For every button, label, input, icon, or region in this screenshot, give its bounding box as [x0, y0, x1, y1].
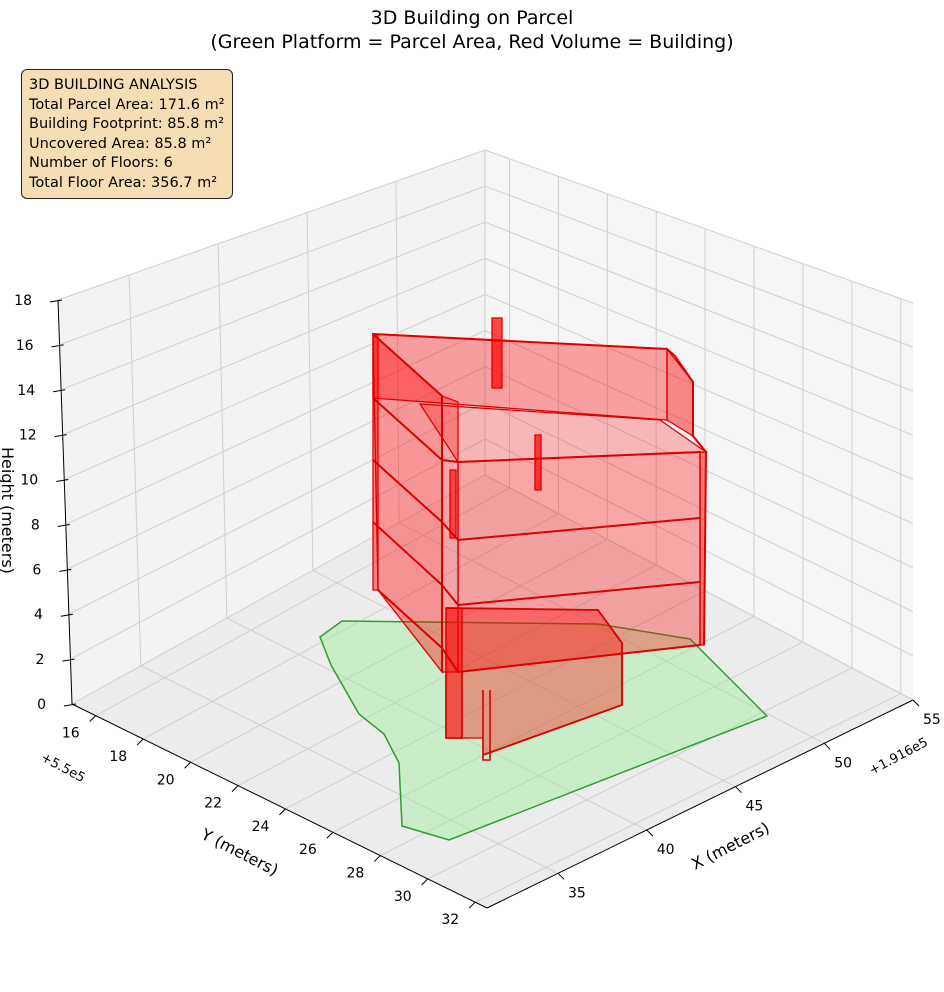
- z-tick: [54, 434, 67, 438]
- y-tick-label: 20: [157, 772, 175, 788]
- parcel-polygon: [319, 620, 769, 841]
- y-tick: [468, 901, 476, 909]
- y-tick: [279, 808, 286, 816]
- building-volume: [372, 317, 708, 761]
- z-tick: [57, 523, 70, 527]
- x-tick: [823, 742, 831, 750]
- z-axis-title: Height (meters): [0, 447, 17, 574]
- y-tick: [373, 855, 381, 862]
- x-tick: [735, 786, 742, 794]
- spire-2: [534, 434, 542, 491]
- y-tick-label: 16: [62, 726, 80, 742]
- z-tick-label: 6: [32, 562, 41, 578]
- y-tick: [421, 878, 429, 886]
- floor-contour: [372, 459, 701, 542]
- z-tick: [49, 299, 63, 303]
- parcel-platform: [319, 620, 769, 841]
- z-tick: [62, 658, 75, 662]
- y-tick-label: 18: [109, 749, 127, 765]
- z-tick: [59, 568, 72, 572]
- info-line-parcel-area: Total Parcel Area: 171.6 m²: [29, 96, 225, 113]
- y-tick: [326, 831, 334, 839]
- floor-contour: [377, 589, 701, 674]
- y-tick-label: 26: [299, 842, 317, 858]
- y-tick-label: 24: [252, 819, 270, 835]
- stub-column: [482, 690, 491, 761]
- lower-left-outline: [445, 672, 463, 739]
- floor-contour: [372, 397, 701, 464]
- z-axis-line: [57, 299, 73, 705]
- z-tick-label: 12: [19, 428, 37, 444]
- x-tick: [912, 699, 920, 707]
- info-heading: 3D BUILDING ANALYSIS: [29, 77, 198, 93]
- z-tick-label: 10: [20, 473, 38, 489]
- right-wall-pane: [485, 150, 913, 700]
- z-tick-label: 14: [17, 383, 35, 399]
- x-gridline: [217, 243, 648, 831]
- chart-title-line1: 3D Building on Parcel: [370, 7, 574, 29]
- spire-1: [491, 317, 503, 389]
- x-gridline: [128, 274, 559, 874]
- z-tick: [51, 344, 64, 348]
- lower-block-outline: [445, 607, 623, 756]
- y-tick: [136, 738, 144, 746]
- x-tick-label: 50: [834, 755, 852, 771]
- info-line-building-footprint: Building Footprint: 85.8 m²: [29, 116, 225, 132]
- z-tick-label: 16: [16, 338, 34, 354]
- y-tick-label: 30: [394, 889, 412, 905]
- x-tick-label: 55: [923, 712, 941, 728]
- y-tick-label: 28: [346, 866, 364, 882]
- z-tick-label: 0: [37, 697, 46, 713]
- chart-title: 3D Building on Parcel (Green Platform = …: [0, 6, 944, 54]
- z-tick-label: 4: [34, 607, 43, 623]
- y-tick: [89, 715, 97, 723]
- z-tick-label: 2: [36, 652, 45, 668]
- roof-outline: [372, 333, 708, 646]
- x-offset-label: +1.916e5: [867, 735, 931, 778]
- left-ridge: [372, 333, 443, 672]
- spire-3: [449, 469, 457, 539]
- x-tick-label: 40: [657, 842, 675, 858]
- y-tick-label: 22: [204, 796, 222, 812]
- x-tick-label: 45: [746, 799, 764, 815]
- z-tick: [56, 479, 69, 483]
- z-tick-label: 8: [31, 517, 40, 533]
- z-tick-label: 18: [14, 293, 32, 309]
- floor-contour: [372, 521, 701, 607]
- y-tick: [231, 785, 239, 792]
- analysis-info-box: 3D BUILDING ANALYSIS Total Parcel Area: …: [21, 69, 233, 199]
- axes-grid: [57, 149, 914, 903]
- y-tick-label: 32: [441, 912, 459, 928]
- z-tick: [60, 613, 73, 617]
- y-axis-line: [71, 703, 488, 909]
- floor-pane: [72, 475, 913, 908]
- x-gridline: [395, 181, 825, 744]
- axes-lines: [49, 299, 920, 909]
- x-tick: [557, 872, 565, 880]
- z-tick: [63, 703, 77, 707]
- x-tick-label: 35: [568, 885, 586, 901]
- chart-title-line2: (Green Platform = Parcel Area, Red Volum…: [210, 31, 734, 53]
- x-axis-title: X (meters): [688, 818, 772, 874]
- y-offset-label: +5.5e5: [38, 750, 87, 786]
- x-gridline: [484, 150, 914, 701]
- info-line-number-of-floors: Number of Floors: 6: [29, 155, 173, 171]
- info-line-total-floor-area: Total Floor Area: 356.7 m²: [29, 174, 218, 191]
- y-tick: [184, 761, 191, 769]
- z-tick: [53, 389, 66, 393]
- info-line-uncovered-area: Uncovered Area: 85.8 m²: [29, 135, 212, 152]
- lower-left-face: [445, 607, 463, 739]
- x-tick: [646, 829, 654, 837]
